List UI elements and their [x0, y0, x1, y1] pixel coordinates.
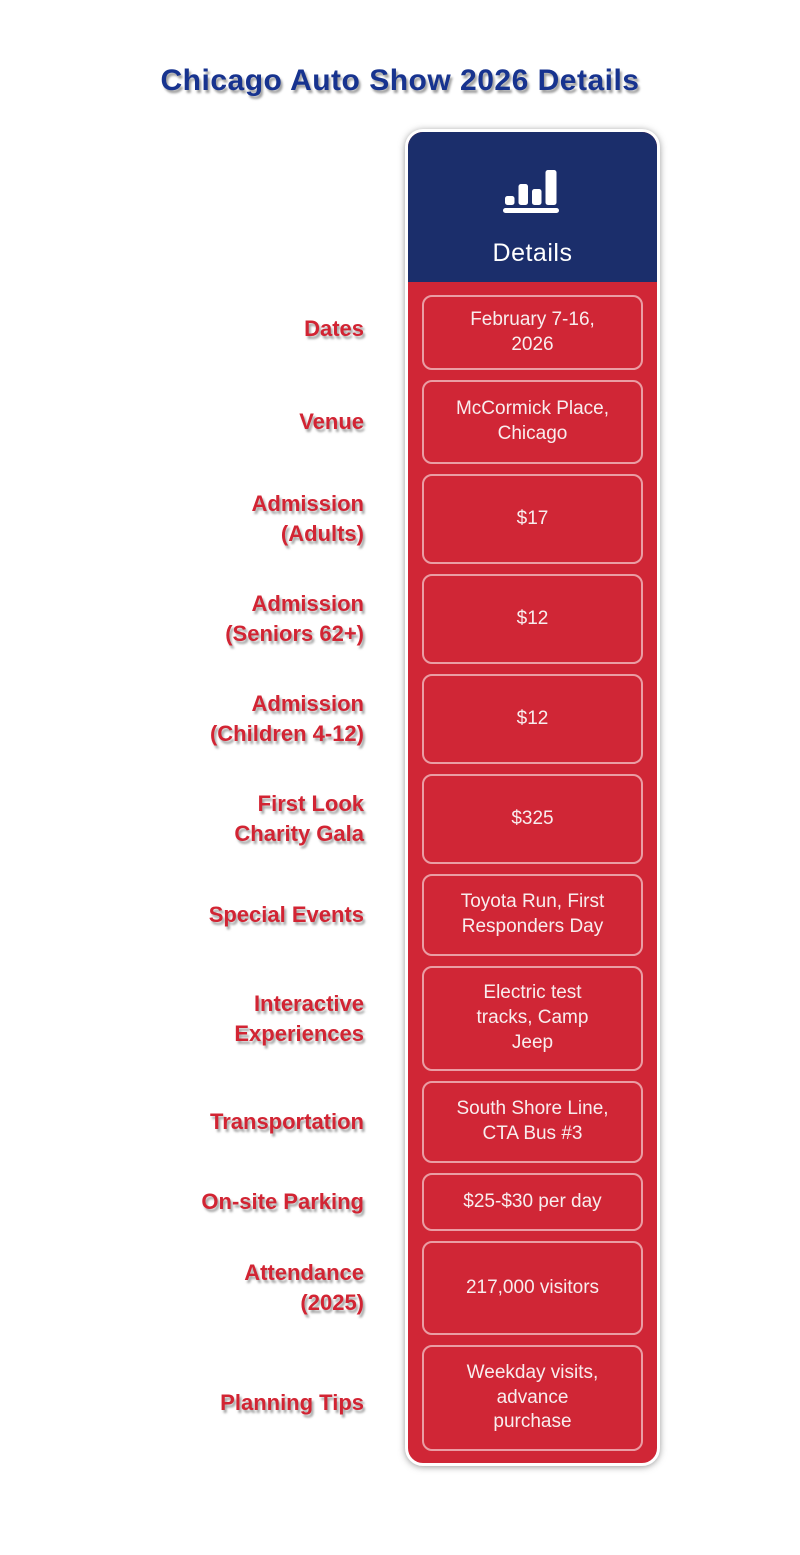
row-label: Dates [304, 315, 364, 341]
row-label: Special Events [208, 902, 364, 928]
row-cell-value: February 7-16, 2026 [422, 295, 643, 370]
details-table: Details Dates February 7-16, 2026 Venue … [0, 129, 800, 1466]
row-cell-wrap: South Shore Line, CTA Bus #3 [405, 1076, 660, 1168]
row-label: Admission (Seniors 62+) [225, 591, 364, 646]
row-cell-value: South Shore Line, CTA Bus #3 [422, 1081, 643, 1163]
row-cell-wrap: Weekday visits, advance purchase [405, 1340, 660, 1466]
row-cell-wrap: February 7-16, 2026 [405, 282, 660, 375]
row-cell-wrap: $325 [405, 769, 660, 869]
row-label: Interactive Experiences [234, 990, 364, 1046]
row-cell-value: $25-$30 per day [422, 1173, 643, 1231]
row-cell-value: Electric test tracks, Camp Jeep [422, 966, 643, 1071]
row-label: Transportation [209, 1109, 364, 1135]
row-cell-wrap: 217,000 visitors [405, 1236, 660, 1340]
row-cell-wrap: $12 [405, 669, 660, 769]
row-label: Planning Tips [220, 1390, 364, 1416]
row-cell-wrap: Toyota Run, First Responders Day [405, 869, 660, 961]
row-cell-value: $325 [422, 774, 643, 864]
details-column-header: Details [408, 132, 657, 282]
row-label: Venue [299, 409, 364, 435]
row-label: Admission (Children 4-12) [209, 691, 364, 746]
details-header-label: Details [492, 239, 573, 267]
bar-chart-icon [502, 168, 564, 219]
row-cell-value: $17 [422, 474, 643, 564]
row-label: First Look Charity Gala [234, 791, 364, 846]
row-cell-wrap: McCormick Place, Chicago [405, 375, 660, 469]
row-cell-value: Weekday visits, advance purchase [422, 1345, 643, 1451]
row-cell-value: 217,000 visitors [422, 1241, 643, 1335]
row-label: On-site Parking [201, 1189, 364, 1215]
row-label: Admission (Adults) [251, 491, 364, 546]
row-cell-wrap: $17 [405, 469, 660, 569]
row-cell-wrap: $25-$30 per day [405, 1168, 660, 1236]
row-cell-value: McCormick Place, Chicago [422, 380, 643, 464]
page-title: Chicago Auto Show 2026 Details [160, 64, 640, 97]
row-cell-wrap: $12 [405, 569, 660, 669]
row-label: Attendance (2025) [244, 1260, 364, 1315]
row-cell-value: Toyota Run, First Responders Day [422, 874, 643, 956]
row-cell-value: $12 [422, 674, 643, 764]
details-column-background [405, 129, 660, 1466]
row-cell-wrap: Electric test tracks, Camp Jeep [405, 961, 660, 1076]
row-cell-value: $12 [422, 574, 643, 664]
